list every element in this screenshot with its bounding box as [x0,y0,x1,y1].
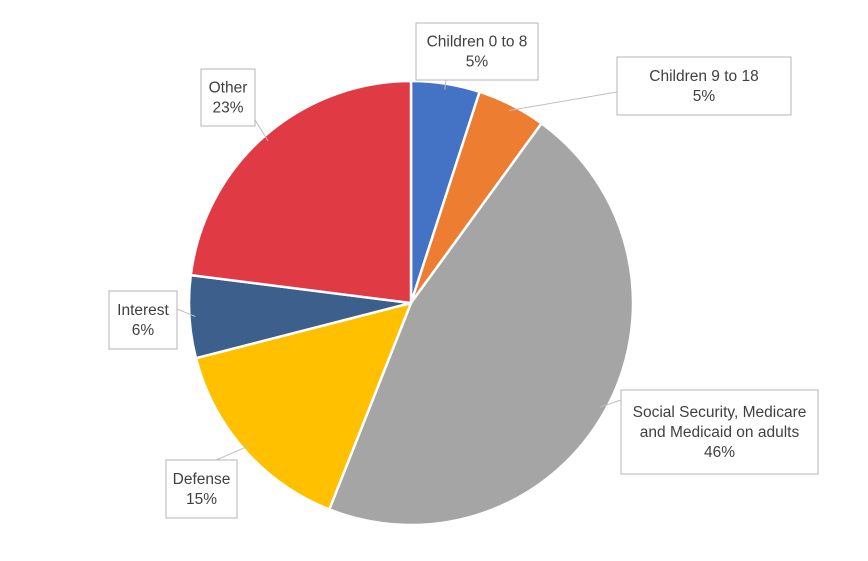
data-label-category: Interest [117,302,169,319]
leader-line [254,119,269,142]
data-label-value: 46% [704,444,735,461]
data-label-category: Other [209,80,248,97]
data-label-category: Children 0 to 8 [427,34,528,51]
data-label-other: Other 23% [200,68,256,127]
data-label-value: 15% [186,491,217,508]
pie-slice-social-security-medicare-and-medicaid-on-adults [328,122,635,527]
data-label-value: 5% [693,88,716,105]
data-label-social-security-medicare-and-medicaid-on-adults: Social Security, Medicare and Medicaid on… [620,389,819,475]
data-label-category: Defense [173,471,231,488]
pie-slices [187,79,635,527]
pie-slice-other [189,79,413,305]
leader-lines [176,79,622,461]
data-label-category: Social Security, Medicare [633,404,807,421]
callout-box [415,22,539,81]
data-label-children-0-to-8: Children 0 to 8 5% [415,22,539,81]
data-label-value: 6% [132,322,155,339]
data-label-category: and Medicaid on adults [640,424,800,441]
leader-line [176,308,196,318]
leader-line [444,79,447,90]
callout-box [108,290,178,350]
data-label-defense: Defense 15% [165,459,238,519]
data-label-callouts: Children 0 to 8 5% Children 9 to 18 5% Socia… [108,22,819,519]
data-label-interest: Interest 6% [108,290,178,350]
data-label-children-9-to-18: Children 9 to 18 5% [616,56,792,116]
callout-box [200,68,256,127]
data-label-value: 5% [466,54,489,71]
callout-box [616,56,792,116]
leader-line [600,399,622,408]
pie-slice-defense [194,301,413,511]
data-label-category: Children 9 to 18 [649,68,758,85]
callout-box [165,459,238,519]
callout-box [620,389,819,475]
leader-line [508,91,618,112]
leader-line [215,445,250,461]
data-label-value: 23% [212,100,243,117]
